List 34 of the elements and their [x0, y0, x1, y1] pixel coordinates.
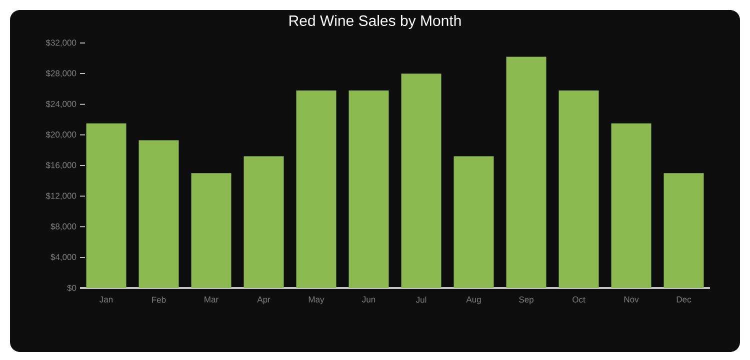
x-tick-label: Sep — [519, 296, 534, 304]
bar — [611, 123, 652, 288]
x-tick-label: Oct — [572, 296, 586, 303]
y-tick-label: $24,000 — [46, 100, 76, 108]
x-tick-label: Dec — [676, 296, 692, 302]
x-tick-label: Jun — [362, 296, 376, 302]
bar — [401, 74, 442, 288]
x-tick-label: Apr — [257, 296, 270, 304]
x-tick-label: Jan — [100, 296, 113, 302]
x-tick-label: Mar — [204, 296, 218, 302]
x-tick-label: Aug — [466, 296, 481, 304]
chart-title: Red Wine Sales by Month — [290, 15, 461, 29]
bar — [138, 140, 179, 288]
bar — [506, 56, 546, 288]
x-tick-label: Nov — [624, 296, 639, 302]
y-tick-label: $12,000 — [46, 192, 76, 200]
bar — [86, 123, 126, 288]
y-tick-label: $20,000 — [46, 131, 76, 139]
y-tick-label: $4,000 — [50, 254, 76, 262]
bar — [558, 90, 599, 288]
y-tick-label: $8,000 — [50, 223, 76, 230]
y-tick-label: $32,000 — [46, 39, 76, 47]
bar — [244, 156, 284, 288]
bar — [664, 173, 704, 288]
bar — [296, 90, 336, 288]
x-tick-label: Feb — [152, 296, 166, 303]
bar — [191, 173, 232, 288]
y-tick-label: $0 — [67, 284, 76, 292]
x-tick-label: Jul — [416, 296, 426, 303]
bar — [348, 90, 389, 288]
bar — [454, 156, 494, 288]
y-tick-label: $28,000 — [46, 70, 76, 78]
x-tick-label: May — [308, 296, 324, 304]
y-tick-label: $16,000 — [46, 162, 76, 170]
